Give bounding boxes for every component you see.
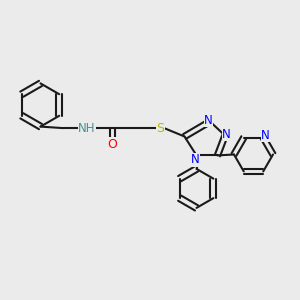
Text: N: N bbox=[222, 128, 231, 141]
Text: N: N bbox=[261, 129, 270, 142]
Text: S: S bbox=[157, 122, 164, 135]
Text: N: N bbox=[204, 113, 213, 127]
Text: N: N bbox=[190, 153, 200, 167]
Text: NH: NH bbox=[78, 122, 96, 135]
Text: O: O bbox=[108, 138, 117, 151]
